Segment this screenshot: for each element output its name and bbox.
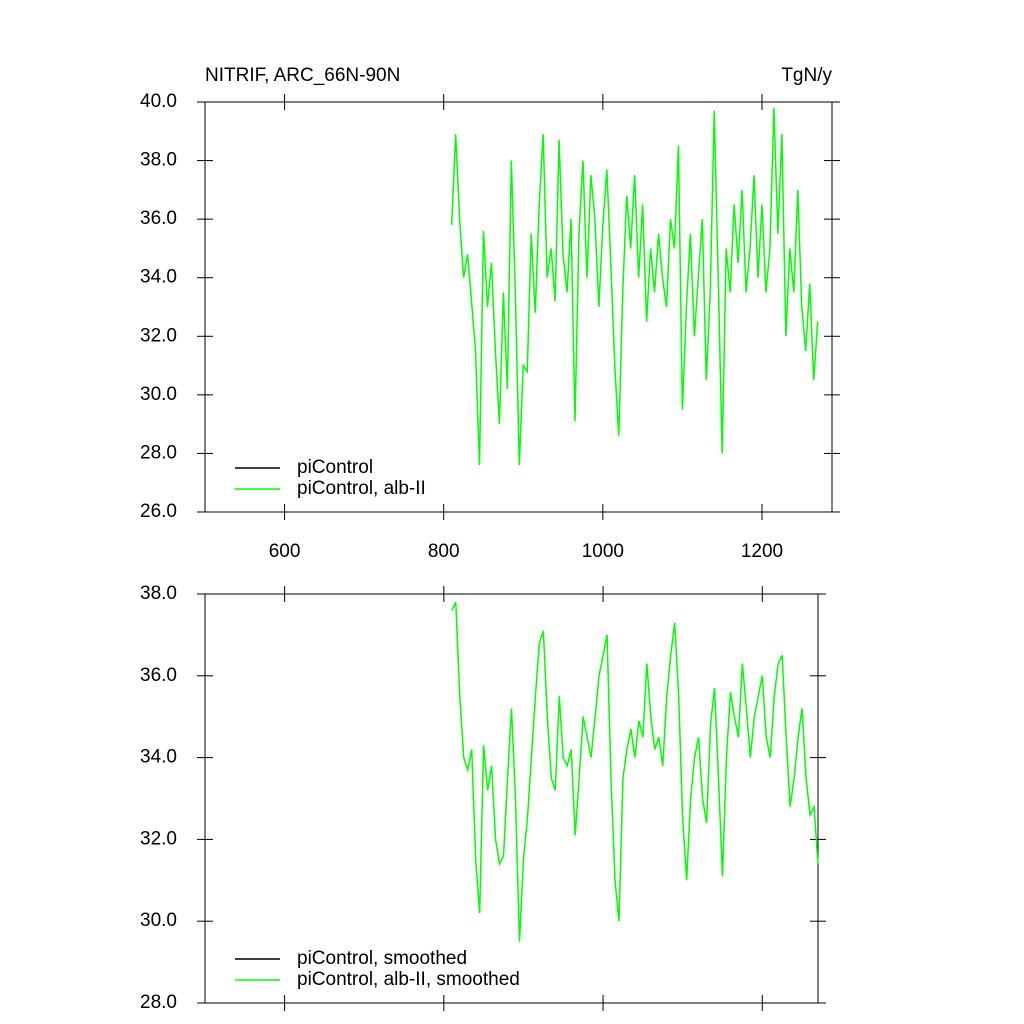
y-tick-label: 34.0 (140, 267, 177, 288)
y-tick-label: 28.0 (140, 442, 177, 463)
y-tick-label: 30.0 (140, 910, 177, 931)
y-tick-label: 38.0 (140, 583, 177, 604)
legend-label: piControl (297, 457, 373, 478)
y-tick-label: 40.0 (140, 91, 177, 112)
legend-label: piControl, smoothed (297, 948, 467, 969)
plot-frame (204, 101, 833, 513)
x-tick-label: 1200 (741, 541, 783, 562)
data-line (451, 601, 819, 942)
chart-title: NITRIF, ARC_66N-90N (205, 65, 400, 86)
y-tick-label: 30.0 (140, 384, 177, 405)
x-tick-label: 600 (269, 541, 301, 562)
y-tick-label: 26.0 (140, 501, 177, 522)
y-tick-label: 34.0 (140, 747, 177, 768)
x-tick-label: 1000 (582, 541, 624, 562)
y-tick-label: 32.0 (140, 828, 177, 849)
y-tick-label: 36.0 (140, 208, 177, 229)
y-tick-label: 38.0 (140, 150, 177, 171)
y-tick-label: 28.0 (140, 992, 177, 1013)
x-tick-label: 800 (428, 541, 460, 562)
units-label: TgN/y (781, 65, 832, 86)
y-tick-label: 32.0 (140, 325, 177, 346)
y-tick-label: 36.0 (140, 665, 177, 686)
legend-label: piControl, alb-II, smoothed (297, 969, 520, 990)
data-line (450, 107, 819, 466)
plot-frame (204, 593, 819, 1004)
legend-label: piControl, alb-II (297, 478, 426, 499)
